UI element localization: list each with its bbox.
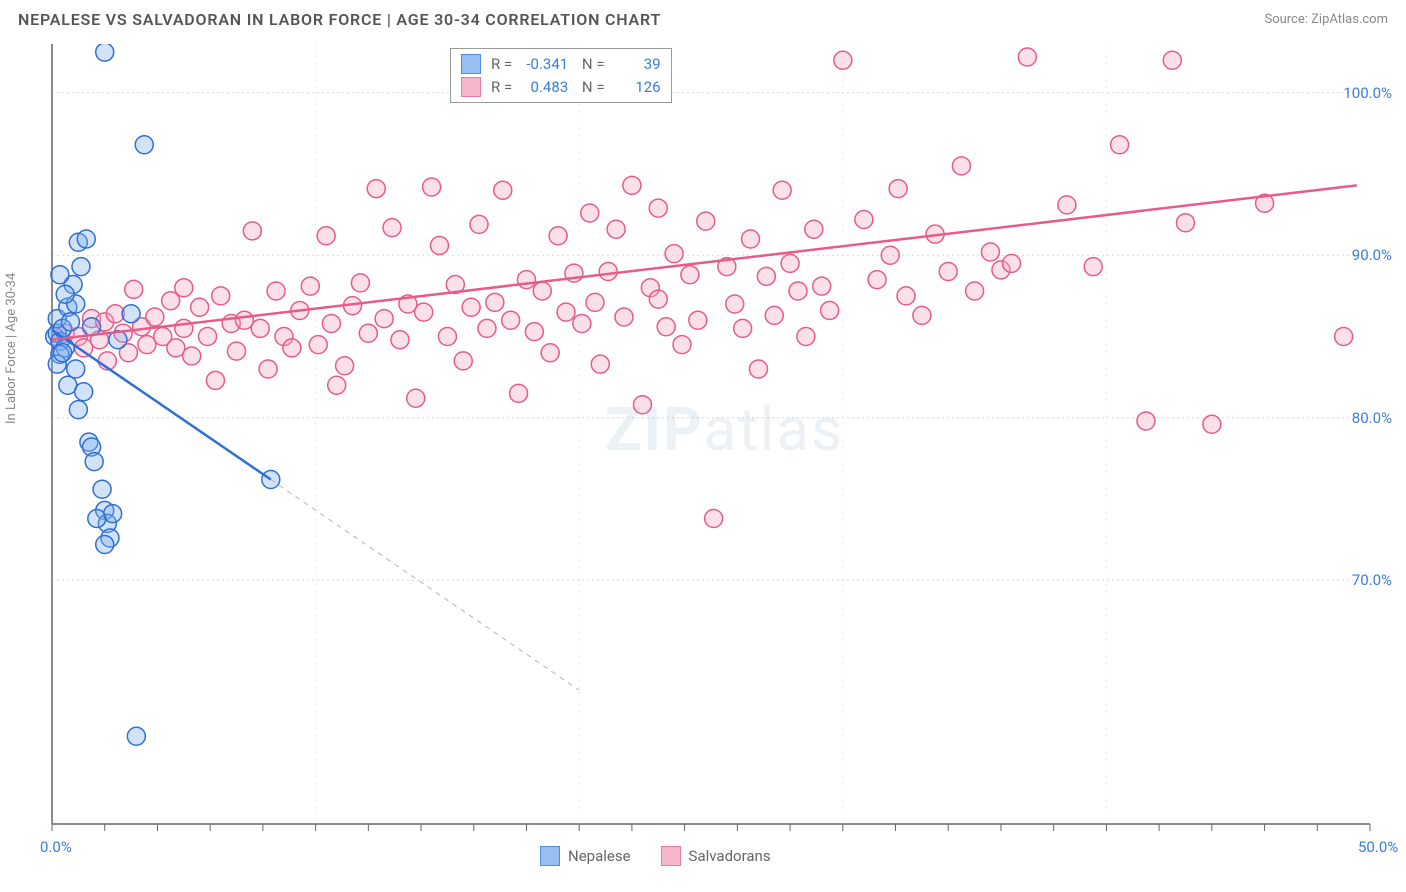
series-legend: Nepalese Salvadorans: [540, 846, 771, 866]
legend-row-nepalese: R = -0.341 N = 39: [461, 53, 661, 76]
legend-label-salvadorans: Salvadorans: [689, 847, 771, 865]
y-tick-label: 90.0%: [1352, 246, 1392, 264]
y-tick-label: 80.0%: [1352, 409, 1392, 427]
x-tick-label: 0.0%: [40, 838, 72, 856]
swatch-salvadorans: [661, 846, 681, 866]
n-label: N =: [578, 53, 604, 76]
swatch-salvadorans: [461, 77, 481, 97]
correlation-legend: R = -0.341 N = 39 R = 0.483 N = 126: [450, 48, 672, 103]
chart-header: NEPALESE VS SALVADORAN IN LABOR FORCE | …: [0, 0, 1406, 37]
swatch-nepalese: [540, 846, 560, 866]
x-tick-label: 50.0%: [1358, 838, 1398, 856]
scatter-plot-svg: [0, 44, 1406, 864]
chart-title: NEPALESE VS SALVADORAN IN LABOR FORCE | …: [18, 10, 661, 29]
chart-source: Source: ZipAtlas.com: [1264, 12, 1388, 27]
legend-item-nepalese: Nepalese: [540, 846, 631, 866]
r-label: R =: [491, 76, 512, 99]
legend-item-salvadorans: Salvadorans: [661, 846, 771, 866]
r-value-salvadorans: 0.483: [518, 76, 568, 99]
r-label: R =: [491, 53, 512, 76]
y-tick-label: 70.0%: [1352, 571, 1392, 589]
legend-row-salvadorans: R = 0.483 N = 126: [461, 76, 661, 99]
swatch-nepalese: [461, 54, 481, 74]
chart-area: In Labor Force | Age 30-34 ZIPatlas R = …: [0, 44, 1406, 892]
n-value-nepalese: 39: [611, 53, 661, 76]
legend-label-nepalese: Nepalese: [568, 847, 631, 865]
r-value-nepalese: -0.341: [518, 53, 568, 76]
n-value-salvadorans: 126: [611, 76, 661, 99]
y-tick-label: 100.0%: [1343, 84, 1392, 102]
n-label: N =: [578, 76, 604, 99]
